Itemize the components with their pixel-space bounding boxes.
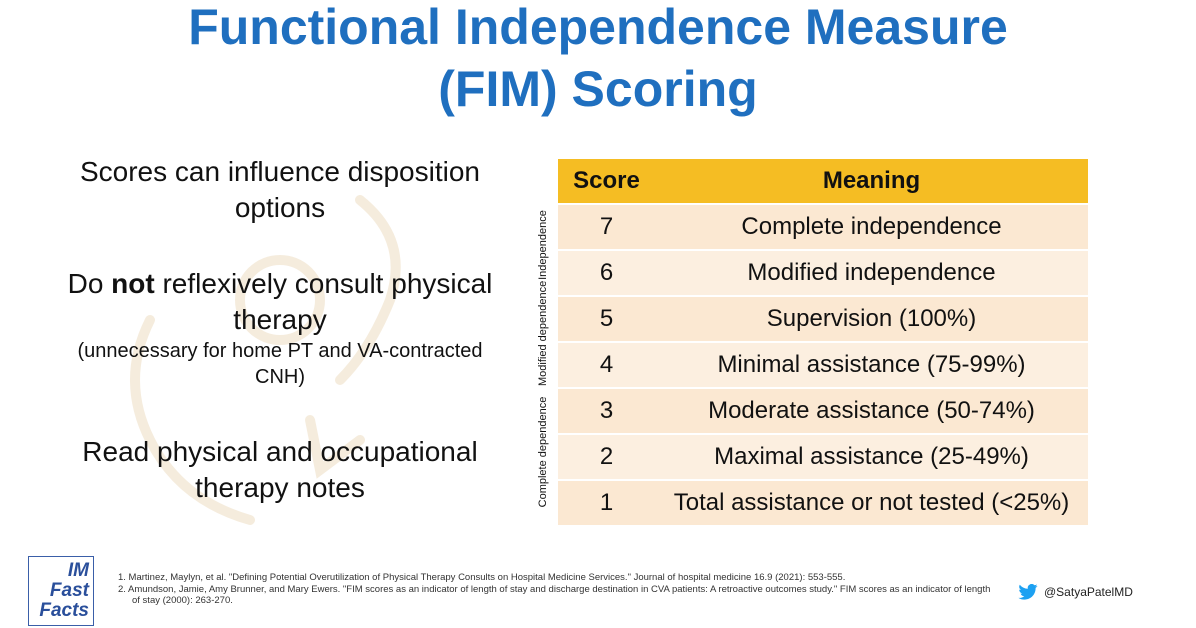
point-consult-pre: Do — [67, 268, 112, 299]
header-score: Score — [558, 159, 655, 203]
table-row: 2 Maximal assistance (25-49%) — [558, 435, 1088, 479]
meaning-cell: Total assistance or not tested (<25%) — [655, 481, 1088, 525]
twitter-credit: @SatyaPatelMD — [1018, 584, 1133, 600]
im-fast-facts-logo: IM Fast Facts — [28, 556, 94, 626]
table-row: 7 Complete independence — [558, 205, 1088, 249]
title-line-2: (FIM) Scoring — [438, 61, 758, 117]
group-label-complete-dependence: Complete dependence — [537, 396, 549, 508]
logo-line-1: IM — [67, 560, 89, 581]
group-label-independence: Independence — [537, 210, 549, 280]
score-cell: 3 — [558, 389, 655, 433]
title-line-1: Functional Independence Measure — [188, 0, 1008, 55]
background-figure-graphic — [130, 195, 401, 525]
fim-score-table: Score Meaning 7 Complete independence 6 Mo… — [558, 157, 1088, 527]
score-cell: 2 — [558, 435, 655, 479]
table-row: 6 Modified independence — [558, 251, 1088, 295]
score-cell: 6 — [558, 251, 655, 295]
meaning-cell: Complete independence — [655, 205, 1088, 249]
score-cell: 4 — [558, 343, 655, 387]
meaning-cell: Modified independence — [655, 251, 1088, 295]
point-consult: Do not reflexively consult physical ther… — [60, 266, 500, 390]
point-read-notes: Read physical and occupational therapy n… — [82, 436, 478, 503]
table-row: 3 Moderate assistance (50-74%) — [558, 389, 1088, 433]
table-row: 4 Minimal assistance (75-99%) — [558, 343, 1088, 387]
logo-line-2: Fast — [49, 580, 89, 601]
point-consult-note: (unnecessary for home PT and VA-contract… — [77, 340, 483, 388]
reference-item: 2. Amundson, Jamie, Amy Brunner, and Mar… — [118, 583, 991, 607]
slide-title: Functional Independence Measure (FIM) Sc… — [0, 0, 1196, 120]
meaning-cell: Minimal assistance (75-99%) — [655, 343, 1088, 387]
twitter-handle: @SatyaPatelMD — [1044, 585, 1133, 599]
point-consult-bold: not — [111, 268, 155, 299]
references: 1. Martinez, Maylyn, et al. "Defining Po… — [118, 572, 998, 607]
header-meaning: Meaning — [655, 159, 1088, 203]
twitter-bird-icon — [1018, 584, 1038, 600]
reference-item: 1. Martinez, Maylyn, et al. "Defining Po… — [118, 572, 846, 583]
group-label-modified-dependence: Modified dependence — [537, 280, 549, 386]
meaning-cell: Maximal assistance (25-49%) — [655, 435, 1088, 479]
meaning-cell: Supervision (100%) — [655, 297, 1088, 341]
point-consult-post: reflexively consult physical therapy — [154, 268, 493, 335]
score-cell: 7 — [558, 205, 655, 249]
point-disposition: Scores can influence disposition options — [79, 156, 480, 223]
meaning-cell: Moderate assistance (50-74%) — [655, 389, 1088, 433]
logo-line-3: Facts — [39, 600, 89, 621]
table-header-row: Score Meaning — [558, 159, 1088, 203]
score-cell: 1 — [558, 481, 655, 525]
table-row: 5 Supervision (100%) — [558, 297, 1088, 341]
score-cell: 5 — [558, 297, 655, 341]
table-row: 1 Total assistance or not tested (<25%) — [558, 481, 1088, 525]
